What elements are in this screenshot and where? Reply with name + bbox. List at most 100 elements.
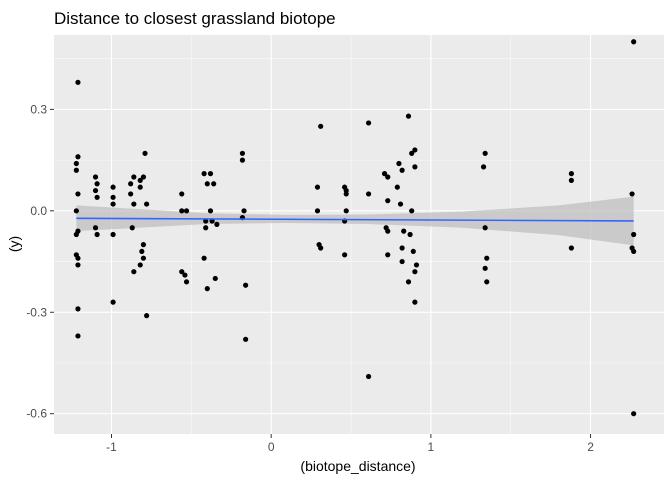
data-point: [484, 279, 490, 285]
data-point: [631, 411, 637, 417]
x-tick-label: 1: [428, 440, 435, 454]
data-point: [385, 252, 391, 258]
data-point: [212, 275, 218, 282]
data-point: [131, 269, 137, 275]
data-point: [343, 191, 349, 197]
data-point: [137, 184, 143, 190]
data-point: [365, 120, 372, 126]
data-point: [137, 262, 143, 268]
data-point: [183, 208, 190, 214]
data-point: [204, 181, 210, 187]
data-point: [140, 174, 147, 180]
data-point: [385, 174, 391, 180]
data-point: [75, 191, 81, 197]
data-point: [482, 150, 488, 156]
data-point: [110, 201, 116, 207]
data-point: [73, 167, 79, 173]
data-point: [207, 208, 214, 214]
data-point: [179, 208, 185, 214]
data-point: [75, 333, 81, 339]
data-point: [131, 201, 137, 207]
data-point: [179, 269, 185, 275]
data-point: [203, 225, 209, 231]
data-point: [405, 113, 412, 119]
data-point: [314, 184, 321, 190]
data-point: [482, 225, 488, 231]
x-axis-label: (biotope_distance): [300, 458, 415, 474]
data-point: [139, 248, 145, 255]
data-point: [243, 336, 249, 342]
data-point: [401, 228, 407, 234]
data-point: [129, 225, 135, 231]
regression-line: [76, 217, 634, 222]
data-point: [207, 171, 214, 177]
chart-title: Distance to closest grassland biotope: [54, 9, 336, 28]
data-point: [183, 279, 190, 285]
data-point: [94, 194, 100, 200]
data-point: [482, 265, 488, 271]
data-point: [568, 171, 574, 177]
data-point: [75, 262, 81, 268]
data-point: [239, 150, 246, 156]
data-point: [179, 191, 185, 197]
data-point: [385, 228, 391, 234]
data-point: [318, 245, 324, 251]
data-point: [407, 231, 413, 238]
data-point: [365, 373, 372, 380]
data-point: [343, 208, 349, 214]
data-point: [568, 177, 574, 183]
data-point: [399, 258, 405, 265]
data-point: [410, 248, 416, 255]
data-point: [413, 262, 420, 268]
data-point: [75, 79, 81, 85]
data-point: [399, 245, 405, 251]
data-point: [314, 208, 321, 214]
data-point: [110, 299, 116, 305]
data-point: [137, 177, 143, 183]
y-tick-label: -0.6: [26, 407, 47, 421]
data-point: [75, 154, 81, 160]
data-point: [110, 231, 116, 238]
data-point: [412, 269, 418, 275]
data-point: [405, 279, 412, 285]
data-point: [243, 282, 249, 288]
y-tick-label: -0.3: [26, 305, 47, 319]
data-point: [412, 164, 418, 170]
data-point: [385, 198, 391, 204]
data-point: [128, 191, 134, 197]
data-point: [92, 225, 99, 231]
data-point: [128, 181, 134, 187]
data-point: [568, 245, 574, 251]
data-point: [92, 174, 99, 180]
data-point: [412, 299, 418, 305]
data-point: [142, 150, 148, 156]
data-point: [94, 231, 100, 238]
data-point: [631, 248, 637, 255]
data-point: [214, 221, 220, 227]
data-point: [140, 255, 147, 261]
x-tick-label: 0: [268, 440, 275, 454]
y-axis-label: (y): [6, 236, 22, 252]
confidence-ribbon: [76, 196, 634, 246]
data-point: [201, 171, 207, 177]
data-point: [182, 272, 188, 278]
x-tick-label: 2: [587, 440, 594, 454]
y-tick-label: 0.0: [30, 204, 47, 218]
data-point: [365, 191, 372, 197]
data-point: [397, 201, 404, 207]
data-point: [399, 167, 405, 173]
data-point: [75, 306, 81, 312]
data-point: [94, 181, 100, 187]
y-tick-label: 0.3: [30, 102, 47, 116]
data-point: [204, 286, 210, 292]
data-point: [631, 39, 637, 45]
data-point: [342, 252, 348, 258]
data-point: [318, 123, 324, 129]
data-point: [110, 184, 116, 190]
x-axis: -1 0 1 2: [106, 434, 594, 454]
data-point: [92, 187, 99, 194]
data-point: [211, 181, 217, 187]
data-point: [73, 231, 79, 238]
data-point: [480, 164, 487, 170]
